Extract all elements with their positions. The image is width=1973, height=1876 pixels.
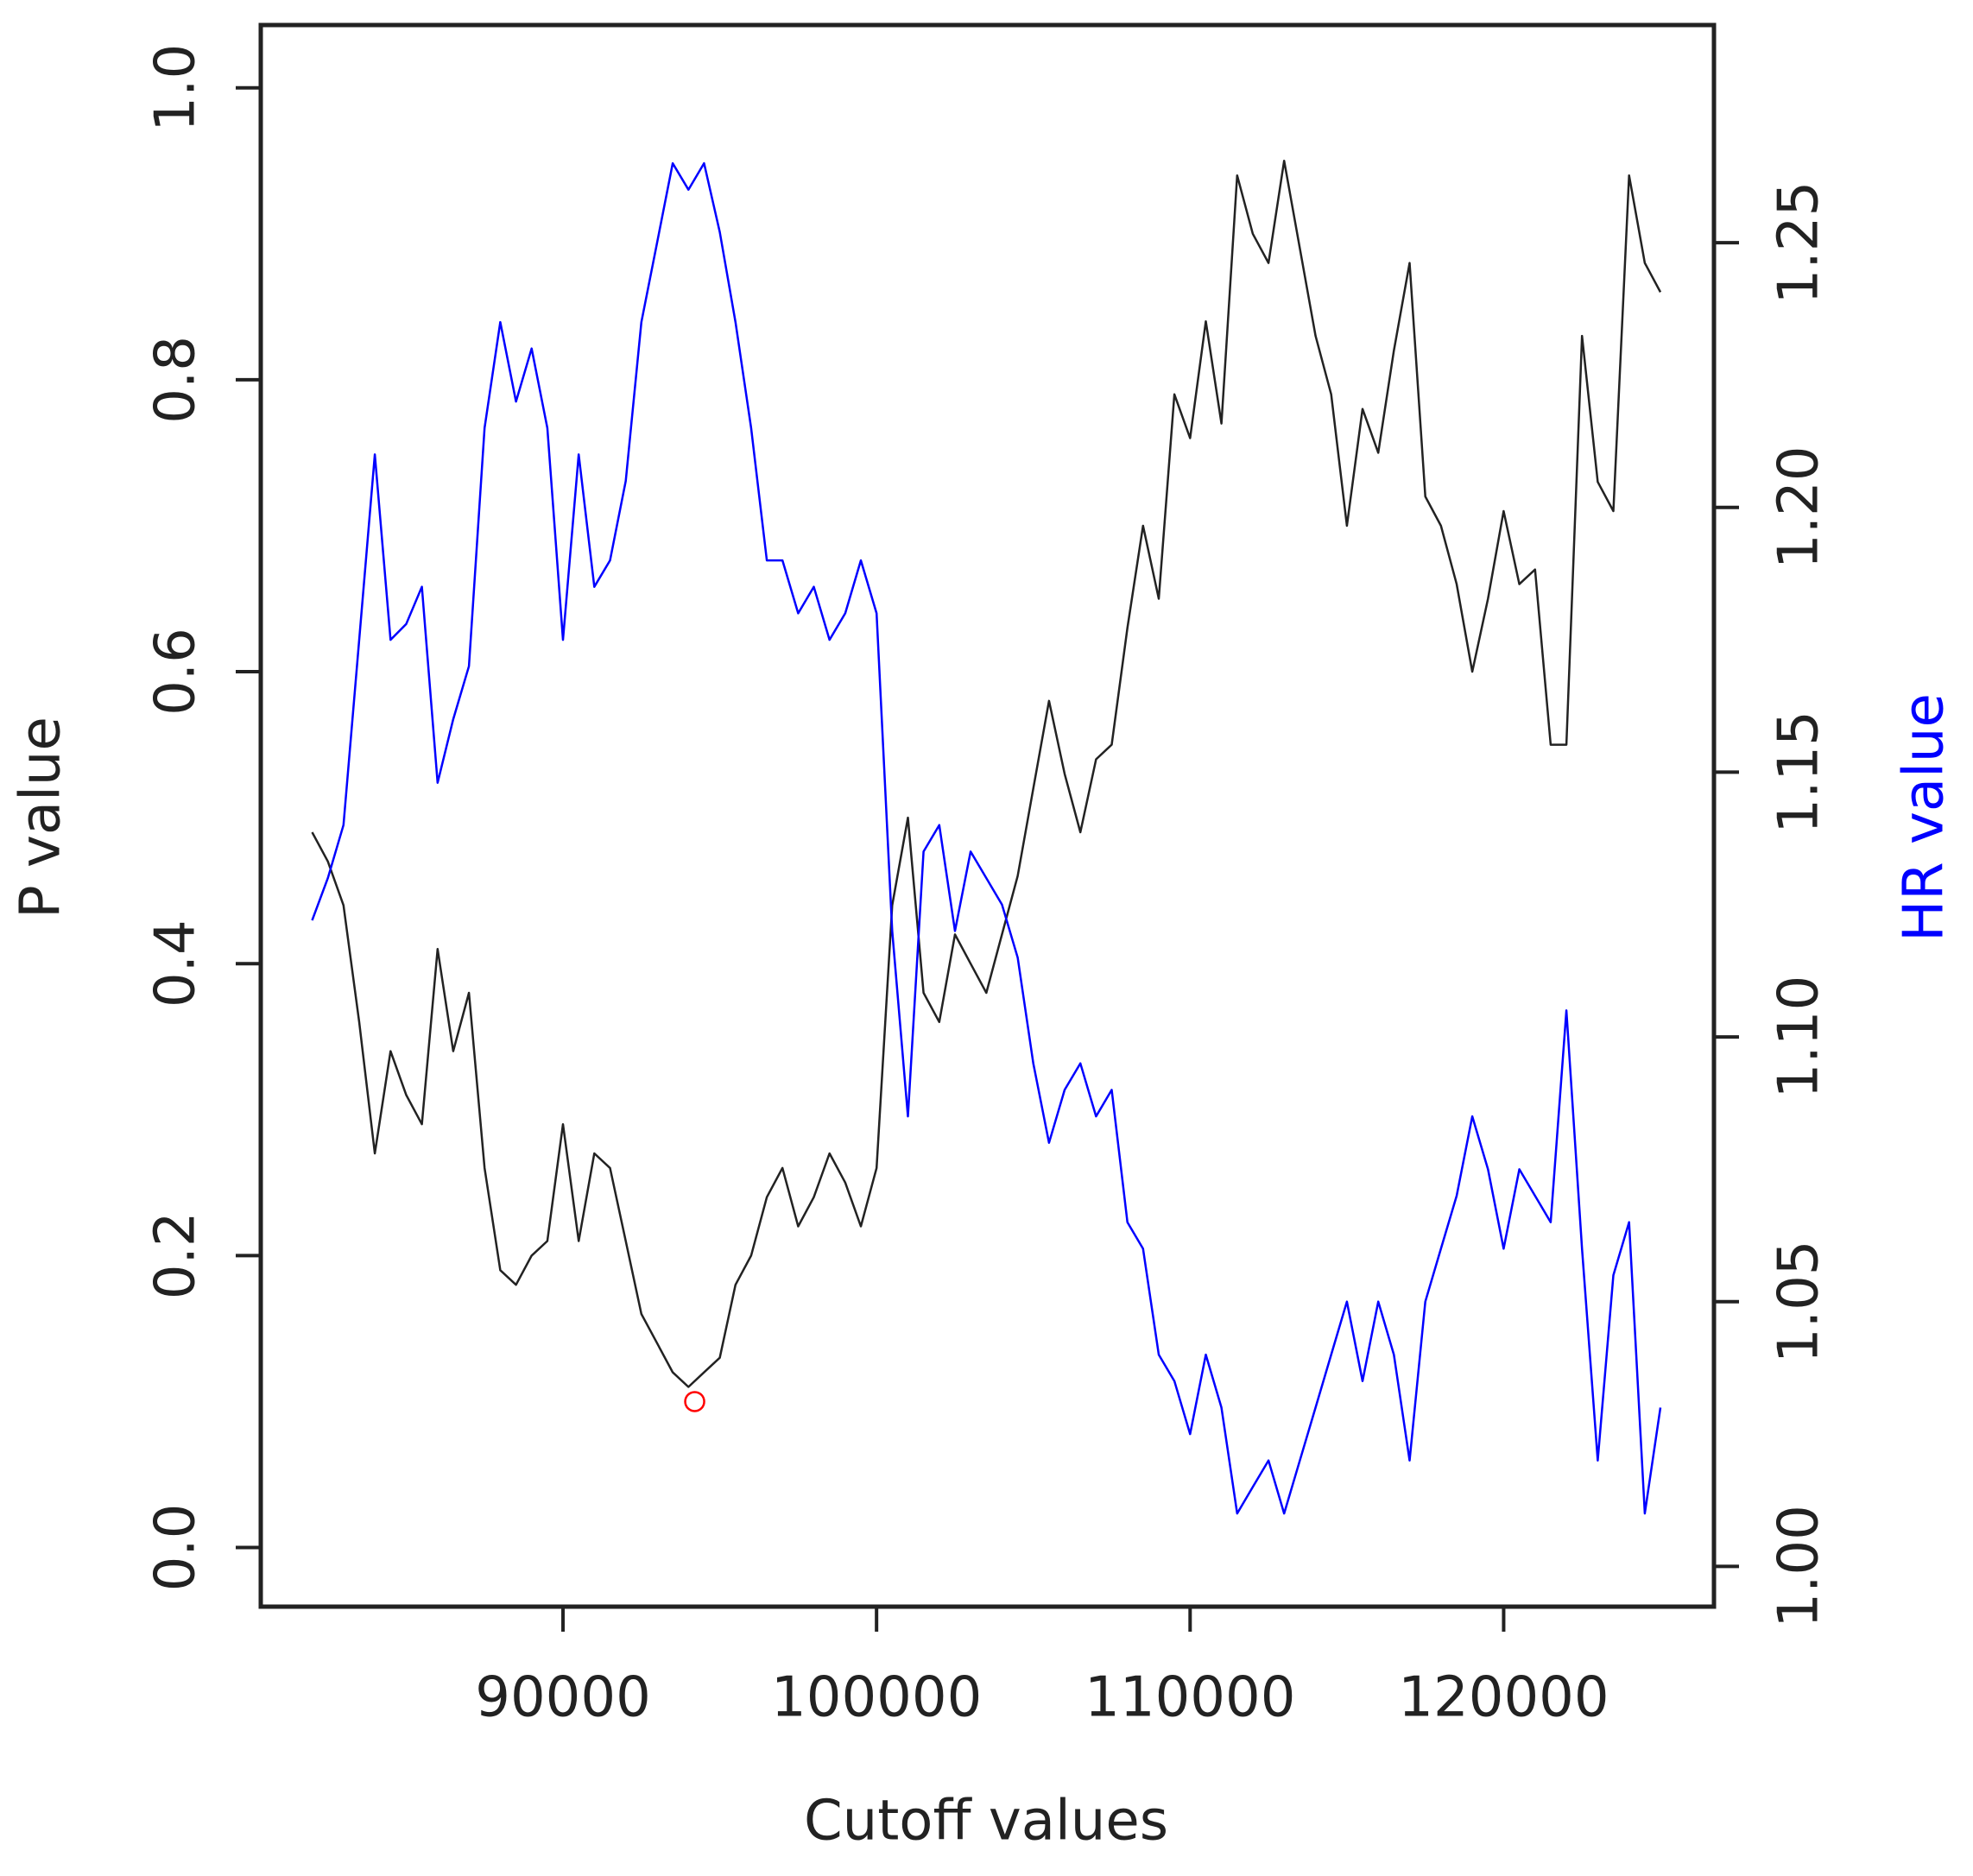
y2-tick-label: 1.20 <box>1767 445 1831 569</box>
y-axis-title: P value <box>9 717 73 919</box>
y-tick-label: 1.0 <box>144 44 208 132</box>
plot-frame <box>258 22 1717 1609</box>
y-tick-label: 0.6 <box>144 628 208 716</box>
x-tick-label: 120000 <box>1398 1666 1609 1730</box>
y2-axis-title: HR value <box>1893 693 1957 942</box>
x-axis-title: Cutoff values <box>804 1790 1168 1854</box>
y2-tick-label: 1.00 <box>1767 1505 1831 1628</box>
x-tick-label: 100000 <box>771 1666 982 1730</box>
y-tick-label: 0.0 <box>144 1504 208 1592</box>
y-tick-label: 0.4 <box>144 919 208 1007</box>
y-tick-label: 0.2 <box>144 1211 208 1299</box>
series-line <box>311 159 1662 1388</box>
series-line <box>311 161 1662 1515</box>
y2-tick-label: 1.10 <box>1767 976 1831 1099</box>
x-tick-label: 110000 <box>1085 1666 1295 1730</box>
y2-tick-label: 1.25 <box>1767 181 1831 305</box>
min-marker <box>684 1391 705 1412</box>
x-tick-label: 90000 <box>475 1666 651 1730</box>
y2-tick-label: 1.05 <box>1767 1240 1831 1363</box>
y2-tick-label: 1.15 <box>1767 711 1831 834</box>
y-tick-label: 0.8 <box>144 336 208 424</box>
